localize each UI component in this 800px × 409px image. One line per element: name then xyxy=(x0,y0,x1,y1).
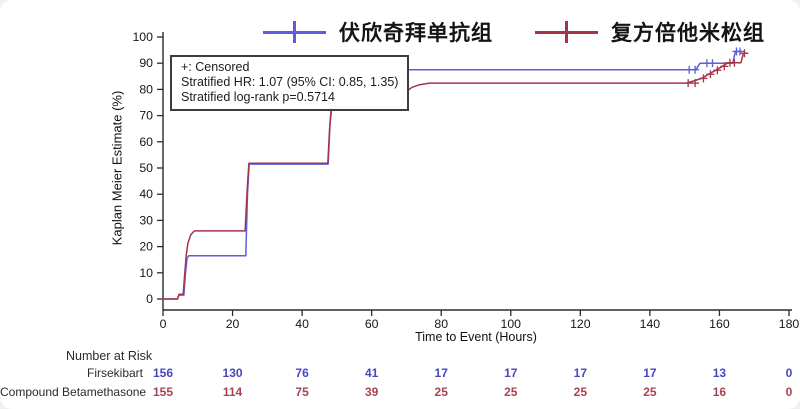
annotation-hr-line: Stratified HR: 1.07 (95% CI: 0.85, 1.35) xyxy=(181,75,399,89)
x-tick-label: 140 xyxy=(640,317,661,331)
risk-count: 17 xyxy=(434,366,448,380)
x-tick-label: 20 xyxy=(226,317,240,331)
y-tick-label: 70 xyxy=(139,109,153,123)
plus-line-symbol-red-icon xyxy=(535,20,598,44)
y-tick-label: 30 xyxy=(139,213,153,227)
risk-count: 0 xyxy=(785,366,793,380)
y-tick-label: 20 xyxy=(139,240,153,254)
x-tick-label: 160 xyxy=(709,317,730,331)
y-tick-label: 50 xyxy=(139,161,153,175)
legend-label: 伏欣奇拜单抗组 xyxy=(339,22,493,45)
risk-count: 114 xyxy=(222,385,243,399)
y-axis-title: Kaplan Meier Estimate (%) xyxy=(109,90,125,246)
risk-row-label-betamethasone: Compound Betamethasone xyxy=(0,385,147,399)
y-tick-label: 60 xyxy=(139,135,153,149)
x-axis-title: Time to Event (Hours) xyxy=(415,330,537,344)
legend-item-firsekibart: 伏欣奇拜单抗组 xyxy=(263,17,493,47)
x-tick-label: 0 xyxy=(160,317,167,331)
risk-count: 75 xyxy=(295,385,309,399)
x-tick-label: 100 xyxy=(501,317,522,331)
risk-count: 39 xyxy=(364,385,379,399)
x-tick-label: 80 xyxy=(434,317,448,331)
plus-line-symbol-blue-icon xyxy=(263,20,326,44)
risk-count: 25 xyxy=(504,385,518,399)
annotation-logrank-line: Stratified log-rank p=0.5714 xyxy=(181,90,335,104)
legend-label: 复方倍他米松组 xyxy=(611,22,765,45)
y-tick-label: 40 xyxy=(139,187,153,201)
legend-item-betamethasone: 复方倍他米松组 xyxy=(535,17,765,47)
x-tick-label: 60 xyxy=(365,317,379,331)
legend: 伏欣奇拜单抗组 复方倍他米松组 xyxy=(263,17,765,47)
risk-count: 156 xyxy=(152,366,174,380)
y-tick-label: 90 xyxy=(139,56,153,70)
y-tick-label: 80 xyxy=(139,82,153,96)
x-tick-label: 180 xyxy=(779,317,800,331)
y-tick-label: 0 xyxy=(146,292,153,306)
x-tick-label: 40 xyxy=(295,317,309,331)
risk-count: 76 xyxy=(295,366,309,380)
risk-row-label-firsekibart: Firsekibart xyxy=(86,366,143,380)
risk-count: 13 xyxy=(712,366,727,380)
risk-count: 155 xyxy=(152,385,174,399)
risk-table-title: Number at Risk xyxy=(66,349,153,363)
annotation-censored-note: +: Censored xyxy=(181,60,250,74)
y-tick-label: 10 xyxy=(139,266,153,280)
risk-count: 25 xyxy=(643,385,657,399)
risk-count: 17 xyxy=(643,366,657,380)
x-tick-label: 120 xyxy=(570,317,591,331)
risk-count: 0 xyxy=(785,385,793,399)
risk-count: 130 xyxy=(222,366,243,380)
risk-count: 41 xyxy=(364,366,379,380)
risk-count: 17 xyxy=(504,366,518,380)
annotation-box: +: Censored Stratified HR: 1.07 (95% CI:… xyxy=(170,55,410,111)
risk-count: 25 xyxy=(573,385,587,399)
risk-count: 16 xyxy=(712,385,727,399)
risk-count: 17 xyxy=(573,366,587,380)
y-tick-label: 100 xyxy=(132,30,153,44)
risk-count: 25 xyxy=(434,385,448,399)
